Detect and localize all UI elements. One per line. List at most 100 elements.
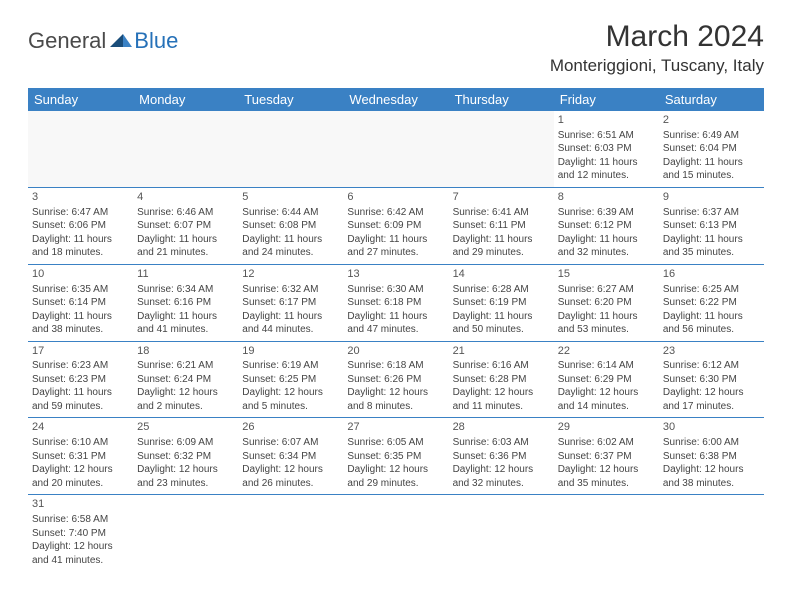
sunset-line: Sunset: 6:11 PM	[453, 219, 550, 233]
day-number: 22	[558, 344, 655, 359]
daylight-line: Daylight: 12 hours and 8 minutes.	[347, 386, 444, 413]
day-number: 11	[137, 267, 234, 282]
sunset-line: Sunset: 6:25 PM	[242, 373, 339, 387]
daylight-line: Daylight: 12 hours and 35 minutes.	[558, 463, 655, 490]
daylight-line: Daylight: 12 hours and 20 minutes.	[32, 463, 129, 490]
daylight-line: Daylight: 11 hours and 56 minutes.	[663, 310, 760, 337]
calendar-empty-cell	[449, 111, 554, 187]
sunrise-line: Sunrise: 6:46 AM	[137, 206, 234, 220]
daylight-line: Daylight: 11 hours and 29 minutes.	[453, 233, 550, 260]
sunset-line: Sunset: 6:37 PM	[558, 450, 655, 464]
day-number: 21	[453, 344, 550, 359]
daylight-line: Daylight: 11 hours and 59 minutes.	[32, 386, 129, 413]
sunrise-line: Sunrise: 6:35 AM	[32, 283, 129, 297]
sunrise-line: Sunrise: 6:28 AM	[453, 283, 550, 297]
daylight-line: Daylight: 11 hours and 41 minutes.	[137, 310, 234, 337]
calendar-empty-cell	[238, 495, 343, 571]
sunset-line: Sunset: 6:29 PM	[558, 373, 655, 387]
day-of-week-header: Monday	[133, 88, 238, 111]
sunrise-line: Sunrise: 6:21 AM	[137, 359, 234, 373]
sunrise-line: Sunrise: 6:44 AM	[242, 206, 339, 220]
daylight-line: Daylight: 11 hours and 38 minutes.	[32, 310, 129, 337]
sunrise-line: Sunrise: 6:07 AM	[242, 436, 339, 450]
daylight-line: Daylight: 12 hours and 38 minutes.	[663, 463, 760, 490]
sunset-line: Sunset: 6:38 PM	[663, 450, 760, 464]
calendar-day-cell: 2Sunrise: 6:49 AMSunset: 6:04 PMDaylight…	[659, 111, 764, 187]
calendar-week-row: 10Sunrise: 6:35 AMSunset: 6:14 PMDayligh…	[28, 264, 764, 341]
daylight-line: Daylight: 11 hours and 27 minutes.	[347, 233, 444, 260]
calendar-empty-cell	[133, 111, 238, 187]
daylight-line: Daylight: 12 hours and 5 minutes.	[242, 386, 339, 413]
day-of-week-header: Friday	[554, 88, 659, 111]
sunset-line: Sunset: 6:31 PM	[32, 450, 129, 464]
calendar-table: SundayMondayTuesdayWednesdayThursdayFrid…	[28, 88, 764, 571]
calendar-day-cell: 22Sunrise: 6:14 AMSunset: 6:29 PMDayligh…	[554, 341, 659, 418]
calendar-week-row: 1Sunrise: 6:51 AMSunset: 6:03 PMDaylight…	[28, 111, 764, 187]
sunset-line: Sunset: 6:19 PM	[453, 296, 550, 310]
calendar-day-cell: 18Sunrise: 6:21 AMSunset: 6:24 PMDayligh…	[133, 341, 238, 418]
sunset-line: Sunset: 6:09 PM	[347, 219, 444, 233]
sunset-line: Sunset: 6:20 PM	[558, 296, 655, 310]
calendar-body: 1Sunrise: 6:51 AMSunset: 6:03 PMDaylight…	[28, 111, 764, 571]
calendar-day-cell: 16Sunrise: 6:25 AMSunset: 6:22 PMDayligh…	[659, 264, 764, 341]
day-of-week-header: Saturday	[659, 88, 764, 111]
sunset-line: Sunset: 6:26 PM	[347, 373, 444, 387]
sunrise-line: Sunrise: 6:42 AM	[347, 206, 444, 220]
calendar-day-cell: 26Sunrise: 6:07 AMSunset: 6:34 PMDayligh…	[238, 418, 343, 495]
sunrise-line: Sunrise: 6:12 AM	[663, 359, 760, 373]
calendar-day-cell: 29Sunrise: 6:02 AMSunset: 6:37 PMDayligh…	[554, 418, 659, 495]
day-number: 26	[242, 420, 339, 435]
sunset-line: Sunset: 6:12 PM	[558, 219, 655, 233]
calendar-day-cell: 7Sunrise: 6:41 AMSunset: 6:11 PMDaylight…	[449, 187, 554, 264]
sunrise-line: Sunrise: 6:14 AM	[558, 359, 655, 373]
logo-text-blue: Blue	[134, 28, 178, 54]
sunrise-line: Sunrise: 6:23 AM	[32, 359, 129, 373]
day-number: 10	[32, 267, 129, 282]
day-number: 12	[242, 267, 339, 282]
calendar-empty-cell	[554, 495, 659, 571]
sunrise-line: Sunrise: 6:05 AM	[347, 436, 444, 450]
logo: General Blue	[28, 28, 178, 54]
calendar-day-cell: 3Sunrise: 6:47 AMSunset: 6:06 PMDaylight…	[28, 187, 133, 264]
calendar-empty-cell	[238, 111, 343, 187]
day-number: 16	[663, 267, 760, 282]
sunrise-line: Sunrise: 6:58 AM	[32, 513, 129, 527]
day-number: 1	[558, 113, 655, 128]
calendar-empty-cell	[343, 111, 448, 187]
sunset-line: Sunset: 6:03 PM	[558, 142, 655, 156]
calendar-day-cell: 20Sunrise: 6:18 AMSunset: 6:26 PMDayligh…	[343, 341, 448, 418]
calendar-day-cell: 23Sunrise: 6:12 AMSunset: 6:30 PMDayligh…	[659, 341, 764, 418]
sunset-line: Sunset: 6:24 PM	[137, 373, 234, 387]
day-of-week-header: Wednesday	[343, 88, 448, 111]
sunrise-line: Sunrise: 6:10 AM	[32, 436, 129, 450]
sunrise-line: Sunrise: 6:18 AM	[347, 359, 444, 373]
day-number: 2	[663, 113, 760, 128]
title-block: March 2024 Monteriggioni, Tuscany, Italy	[550, 20, 764, 76]
sunrise-line: Sunrise: 6:49 AM	[663, 129, 760, 143]
calendar-empty-cell	[343, 495, 448, 571]
location-subtitle: Monteriggioni, Tuscany, Italy	[550, 56, 764, 76]
calendar-day-cell: 13Sunrise: 6:30 AMSunset: 6:18 PMDayligh…	[343, 264, 448, 341]
sunset-line: Sunset: 6:28 PM	[453, 373, 550, 387]
sunrise-line: Sunrise: 6:32 AM	[242, 283, 339, 297]
day-number: 28	[453, 420, 550, 435]
daylight-line: Daylight: 11 hours and 35 minutes.	[663, 233, 760, 260]
daylight-line: Daylight: 11 hours and 21 minutes.	[137, 233, 234, 260]
day-number: 6	[347, 190, 444, 205]
daylight-line: Daylight: 11 hours and 53 minutes.	[558, 310, 655, 337]
calendar-day-cell: 24Sunrise: 6:10 AMSunset: 6:31 PMDayligh…	[28, 418, 133, 495]
sunrise-line: Sunrise: 6:02 AM	[558, 436, 655, 450]
day-number: 5	[242, 190, 339, 205]
day-number: 15	[558, 267, 655, 282]
daylight-line: Daylight: 12 hours and 17 minutes.	[663, 386, 760, 413]
day-number: 24	[32, 420, 129, 435]
sunset-line: Sunset: 6:30 PM	[663, 373, 760, 387]
sunrise-line: Sunrise: 6:34 AM	[137, 283, 234, 297]
sunrise-line: Sunrise: 6:41 AM	[453, 206, 550, 220]
sunset-line: Sunset: 6:23 PM	[32, 373, 129, 387]
day-number: 4	[137, 190, 234, 205]
sunset-line: Sunset: 6:04 PM	[663, 142, 760, 156]
calendar-day-cell: 4Sunrise: 6:46 AMSunset: 6:07 PMDaylight…	[133, 187, 238, 264]
daylight-line: Daylight: 11 hours and 44 minutes.	[242, 310, 339, 337]
sunrise-line: Sunrise: 6:00 AM	[663, 436, 760, 450]
